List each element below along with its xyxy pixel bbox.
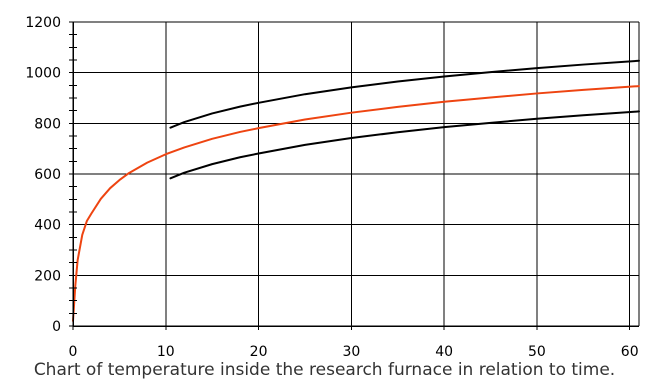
y-tick-label: 400: [34, 218, 61, 234]
y-tick-label: 200: [34, 268, 61, 284]
grid-layer: [73, 21, 640, 326]
y-tick-label: 0: [52, 319, 61, 335]
x-tick-label: 20: [250, 344, 268, 360]
x-tick-label: 10: [157, 344, 175, 360]
y-tick-label: 600: [34, 167, 61, 183]
y-tick-label: 800: [34, 116, 61, 132]
x-tick-label: 40: [435, 344, 453, 360]
series-layer: [72, 59, 640, 322]
chart-caption: Chart of temperature inside the research…: [33, 360, 616, 380]
x-tick-label: 0: [69, 344, 78, 360]
x-tick-label: 60: [621, 344, 639, 360]
series-line-standard-curve: [72, 85, 640, 322]
tick-label-layer: 0 200 400 600 800 1000 1200 0 10 20 30 40 50 60: [25, 15, 638, 360]
y-tick-label: 1000: [25, 66, 61, 82]
axis-layer: [69, 21, 639, 330]
x-tick-label: 50: [528, 344, 546, 360]
x-tick-label: 30: [342, 344, 360, 360]
y-tick-label: 1200: [25, 15, 61, 31]
series-line-tolerance-curve: [169, 59, 640, 129]
series-line-tolerance-curve: [169, 110, 640, 180]
